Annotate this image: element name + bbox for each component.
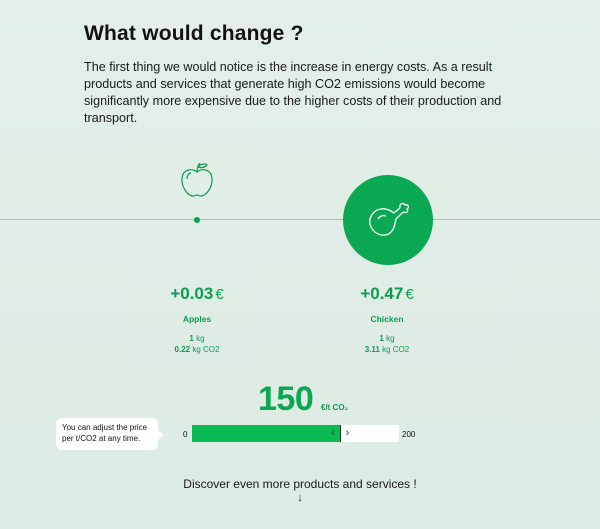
chicken-leg-icon [369,202,410,236]
discover-link[interactable]: Discover even more products and services… [183,477,417,491]
chevron-left-icon[interactable]: ‹ [331,427,335,439]
chevron-right-icon[interactable]: › [340,425,354,442]
arrow-down-icon[interactable]: ↓ [297,492,303,504]
chicken-selected-circle[interactable] [343,175,433,265]
slider-tooltip: You can adjust the price per t/CO2 at an… [56,418,164,450]
co2-price-value: 150 [258,380,314,418]
slider-fill [192,425,340,442]
chicken-details: 1 kg 3.11 kg CO2 [364,334,410,354]
chicken-name: Chicken [370,314,404,324]
product-chicken: +0.47 € Chicken 1 kg 3.11 kg CO2 [327,284,447,355]
apples-price: +0.03 € [170,284,224,303]
intro-paragraph: The first thing we would notice is the i… [84,60,502,125]
co2-price-slider[interactable]: ‹ › [192,425,399,442]
apple-timeline-dot[interactable] [194,217,200,223]
slider-max-label: 200 [402,430,416,439]
timeline-line [0,219,600,220]
slider-min-label: 0 [183,430,188,439]
product-apples: +0.03 € Apples 1 kg 0.22 kg CO2 [137,284,257,355]
co2-price-unit: €/t CO₂ [321,403,349,412]
apple-icon[interactable] [178,160,216,200]
page-title: What would change ? [84,22,304,45]
chicken-price: +0.47 € [360,284,414,303]
apples-name: Apples [182,314,212,324]
apples-details: 1 kg 0.22 kg CO2 [174,334,220,354]
